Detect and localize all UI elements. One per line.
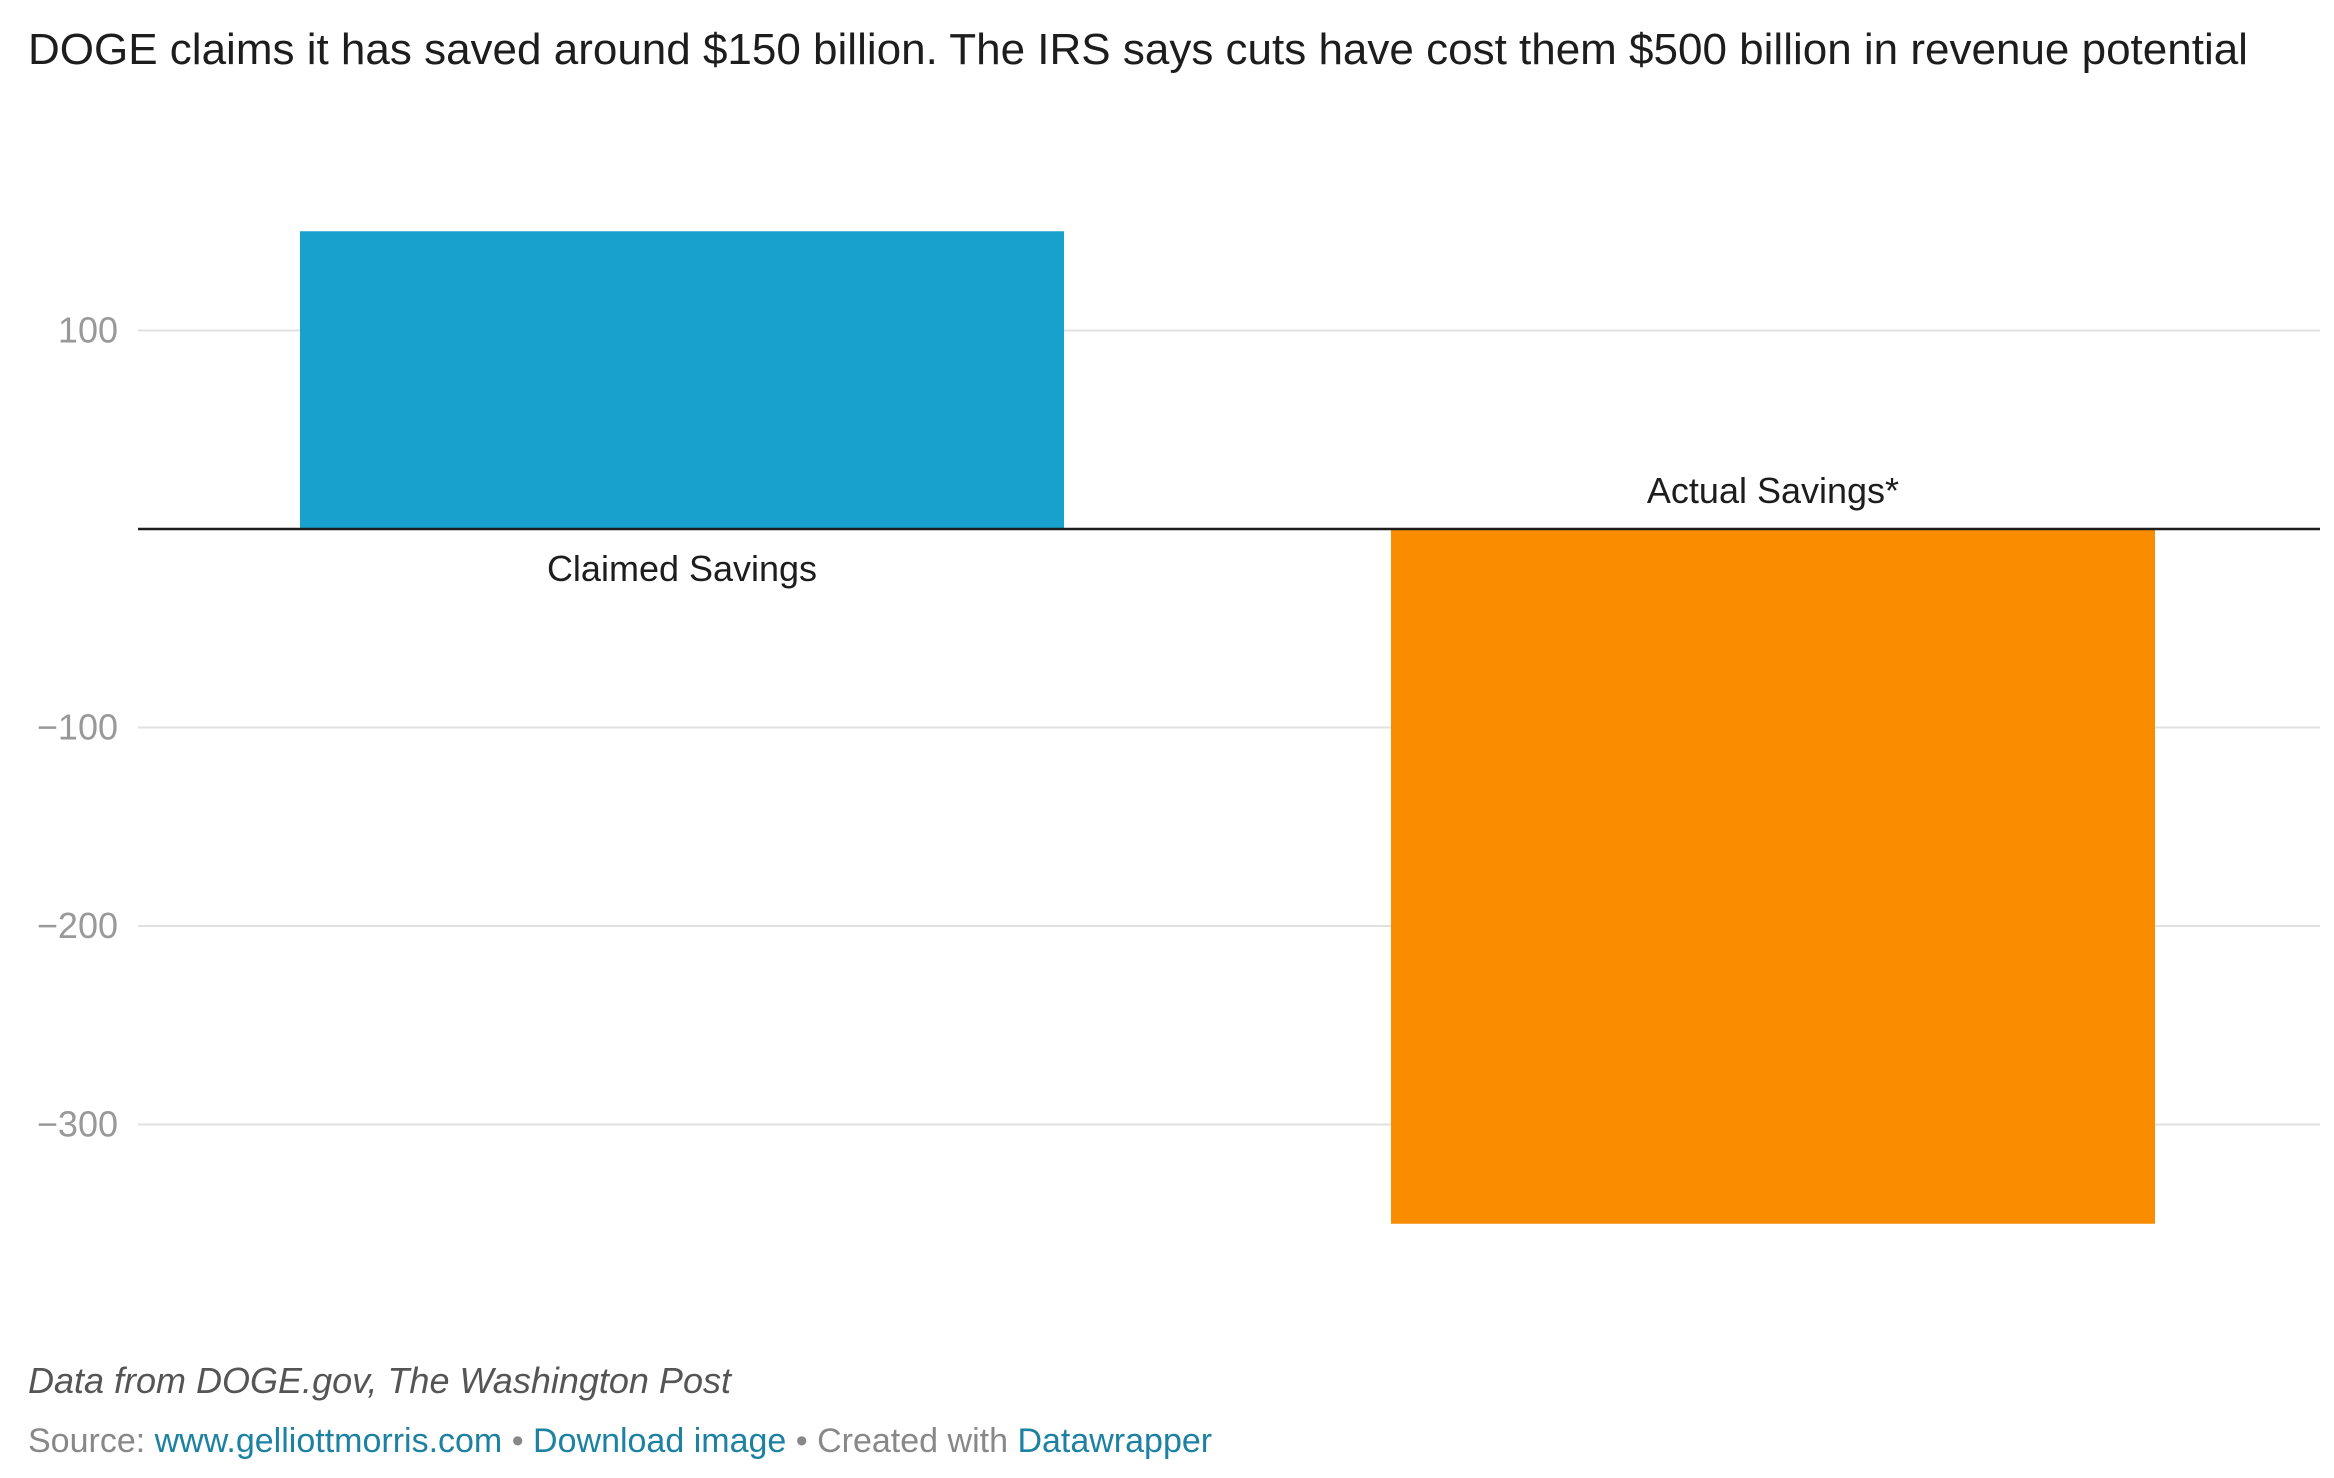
created-with-label: • Created with <box>786 1422 1018 1460</box>
bar <box>1391 529 2155 1224</box>
footer-separator: • <box>502 1422 534 1460</box>
y-tick-label: −100 <box>37 707 118 748</box>
download-image-link[interactable]: Download image <box>533 1422 787 1460</box>
chart-title: DOGE claims it has saved around $150 bil… <box>28 25 2248 74</box>
footer: Source: www.gelliottmorris.com • Downloa… <box>28 1422 1212 1461</box>
y-tick-label: −200 <box>37 905 118 946</box>
category-label: Actual Savings* <box>1647 470 1899 511</box>
y-tick-label: 100 <box>58 310 118 351</box>
datawrapper-link[interactable]: Datawrapper <box>1017 1422 1213 1460</box>
bar <box>300 231 1064 529</box>
data-note: Data from DOGE.gov, The Washington Post <box>28 1360 731 1401</box>
source-link[interactable]: www.gelliottmorris.com <box>154 1422 503 1460</box>
category-label: Claimed Savings <box>547 548 817 589</box>
y-axis-ticks: 100 −100 −200 −300 <box>37 310 118 1145</box>
y-tick-label: −300 <box>37 1104 118 1145</box>
source-label: Source: <box>28 1422 155 1460</box>
bars <box>300 231 2155 1224</box>
bar-labels: Claimed Savings Actual Savings* <box>547 470 1899 589</box>
